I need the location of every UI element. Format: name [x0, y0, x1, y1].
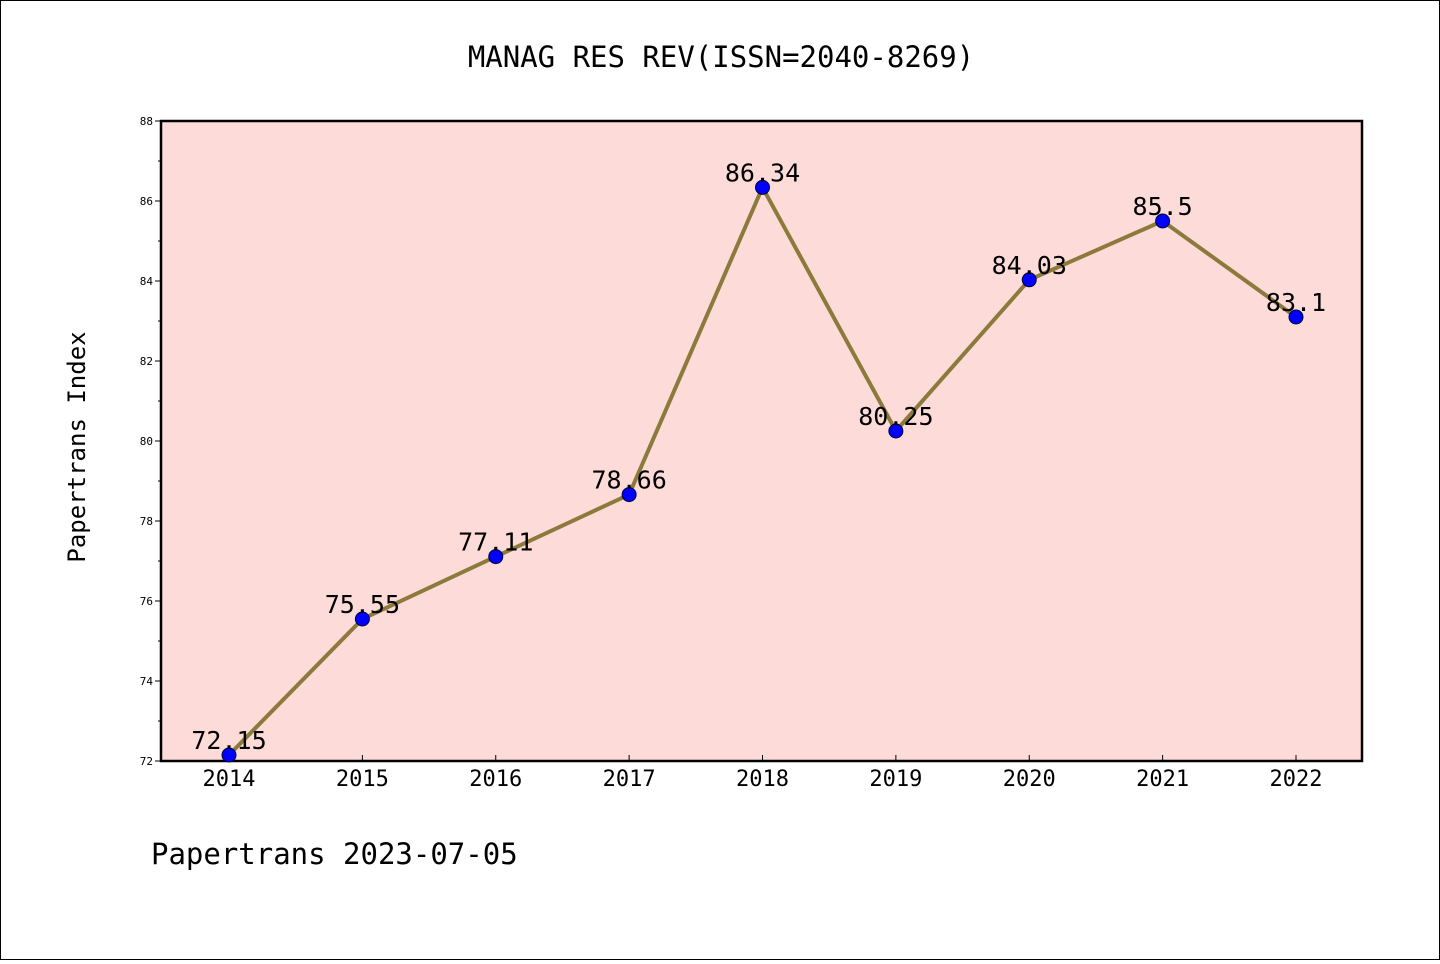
data-label: 83.1 [1266, 288, 1326, 317]
x-tick-label: 2017 [603, 767, 656, 792]
y-tick-label: 74 [140, 675, 154, 688]
x-tick-label: 2020 [1003, 767, 1056, 792]
x-tick-label: 2021 [1136, 767, 1189, 792]
data-label: 77.11 [458, 528, 533, 557]
data-point [1155, 213, 1171, 229]
y-tick-label: 76 [140, 595, 153, 608]
y-tick-label: 72 [140, 755, 153, 768]
x-tick-label: 2016 [469, 767, 522, 792]
x-tick-label: 2015 [336, 767, 389, 792]
x-tick-label: 2019 [869, 767, 922, 792]
footer-date: Papertrans 2023-07-05 [151, 837, 518, 871]
y-axis-ticks: 72 74 76 78 80 82 84 86 88 [140, 115, 161, 768]
x-tick-label: 2022 [1270, 767, 1323, 792]
data-label: 78.66 [591, 466, 666, 495]
y-tick-label: 82 [140, 355, 153, 368]
data-label: 86.34 [725, 158, 800, 187]
y-tick-label: 84 [140, 275, 154, 288]
data-label: 72.15 [191, 726, 266, 755]
data-point [1288, 309, 1304, 325]
x-tick-label: 2018 [736, 767, 789, 792]
data-point [488, 549, 504, 565]
data-label: 75.55 [325, 590, 400, 619]
y-tick-label: 88 [140, 115, 153, 128]
data-point [621, 487, 637, 503]
data-point [755, 179, 770, 195]
data-point [1021, 272, 1037, 288]
y-tick-label: 80 [140, 435, 153, 448]
data-label: 80.25 [858, 402, 933, 431]
data-labels: 72.15 75.55 77.11 78.66 86.34 80.25 84.03 85.5 8… [191, 158, 1326, 755]
x-axis-ticks: 2014 2015 2016 2017 2018 2019 2020 2021 2022 [203, 755, 1323, 792]
data-label: 84.03 [992, 251, 1067, 280]
data-point [888, 423, 904, 439]
data-label: 85.5 [1133, 192, 1193, 221]
data-point [354, 611, 370, 627]
y-tick-label: 86 [140, 195, 153, 208]
y-axis-label: Papertrans Index [63, 331, 91, 562]
y-tick-label: 78 [140, 515, 153, 528]
chart-title: MANAG RES REV(ISSN=2040-8269) [468, 40, 974, 74]
data-point [221, 747, 237, 763]
x-tick-label: 2014 [203, 767, 256, 792]
data-markers [221, 179, 1304, 763]
